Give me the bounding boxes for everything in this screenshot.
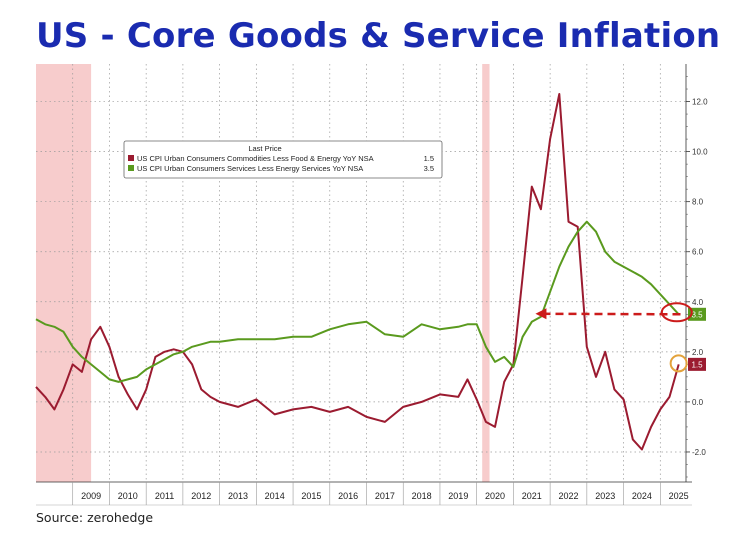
x-tick-label: 2013 [228,491,248,501]
series-lines [35,93,680,451]
arrow-line [545,312,681,316]
x-tick-label: 2018 [412,491,432,501]
series-line-0 [35,93,680,451]
x-tick-label: 2016 [338,491,358,501]
grid [36,64,686,482]
x-axis: 2009 2010 2011 2012 2013 2014 2015 2016 2017 2018… [36,481,692,506]
legend-swatch-0 [128,155,134,161]
y-tick-label: 10.0 [692,148,708,157]
x-tick-label: 2020 [485,491,505,501]
recession-band-1 [482,64,490,482]
x-tick-label: 2010 [118,491,138,501]
x-tick-label: 2017 [375,491,395,501]
x-tick-label: 2015 [301,491,321,501]
legend-box [123,140,443,179]
recession-bands [36,64,490,482]
x-tick-label: 2011 [155,491,174,501]
x-tick-label: 2012 [191,491,211,501]
y-tick-label: 2.0 [692,348,704,357]
circle-goods [669,354,688,373]
x-tick-label: 2024 [632,491,652,501]
x-tick-label: 2021 [522,491,542,501]
y-tick-label: 0.0 [692,398,704,407]
y-tick-label: 4.0 [692,298,704,307]
source-note: Source: zerohedge [36,510,154,525]
arrow-head [535,308,547,320]
last-value-label-1: 3.5 [691,310,703,319]
y-tick-label: 12.0 [692,98,708,107]
series-line-1 [35,220,680,383]
legend-swatch-1 [128,165,134,171]
x-tick-label: 2023 [595,491,615,501]
legend-label-1: US CPI Urban Consumers Services Less Ene… [137,164,363,173]
annotations: 1.5 3.5 [535,302,706,373]
right-axis: -2.0 0.0 2.0 4.0 6.0 8.0 10.0 12.0 [685,64,708,482]
legend-title: Last Price [248,144,281,153]
legend-value-1: 3.5 [424,164,434,173]
recession-band-0 [36,64,92,482]
x-tick-label: 2025 [669,491,689,501]
page-title: US - Core Goods & Service Inflation [36,16,721,56]
last-value-tag-0 [688,357,706,371]
x-tick-label: 2009 [81,491,101,501]
y-tick-label: 8.0 [692,198,704,207]
circle-services [660,302,693,323]
x-tick-label: 2019 [448,491,468,501]
last-value-label-0: 1.5 [691,360,703,369]
legend-label-0: US CPI Urban Consumers Commodities Less … [137,154,374,163]
x-tick-label: 2014 [265,491,285,501]
y-tick-label: 6.0 [692,248,704,257]
y-tick-label: -2.0 [692,448,706,457]
x-tick-label: 2022 [558,491,578,501]
legend-value-0: 1.5 [424,154,434,163]
